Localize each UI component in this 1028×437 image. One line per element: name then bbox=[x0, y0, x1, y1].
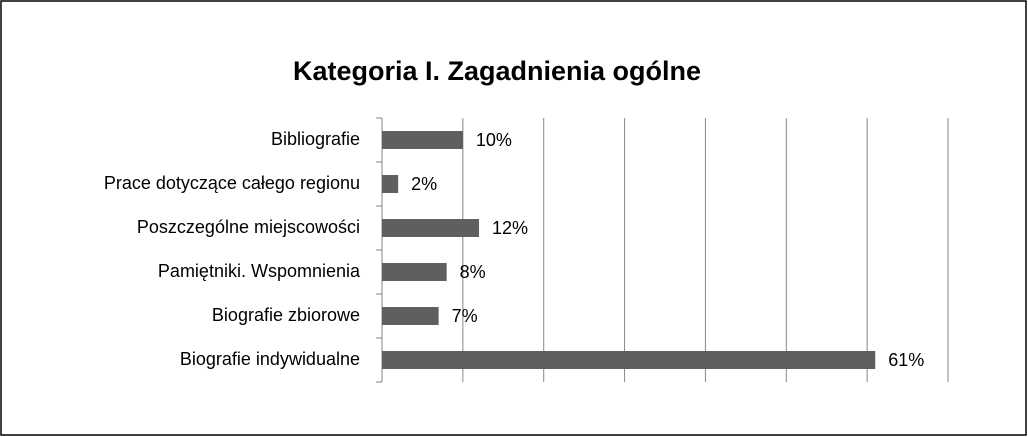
data-label: 2% bbox=[411, 174, 437, 194]
data-label: 8% bbox=[460, 262, 486, 282]
bar bbox=[382, 351, 876, 369]
data-label: 12% bbox=[492, 218, 528, 238]
data-label: 61% bbox=[888, 350, 924, 370]
y-tick-label: Poszczególne miejscowości bbox=[137, 217, 360, 237]
y-tick-label: Biografie indywidualne bbox=[180, 349, 360, 369]
y-tick-label: Prace dotyczące całego regionu bbox=[104, 173, 360, 193]
bar bbox=[382, 263, 447, 281]
chart-title: Kategoria I. Zagadnienia ogólne bbox=[293, 56, 701, 86]
bar bbox=[382, 307, 439, 325]
bar bbox=[382, 219, 480, 237]
y-tick-label: Pamiętniki. Wspomnienia bbox=[158, 261, 361, 281]
data-label: 7% bbox=[452, 306, 478, 326]
bar bbox=[382, 131, 463, 149]
bar bbox=[382, 175, 399, 193]
data-label: 10% bbox=[476, 130, 512, 150]
y-tick-label: Biografie zbiorowe bbox=[212, 305, 360, 325]
y-tick-label: Bibliografie bbox=[271, 129, 360, 149]
